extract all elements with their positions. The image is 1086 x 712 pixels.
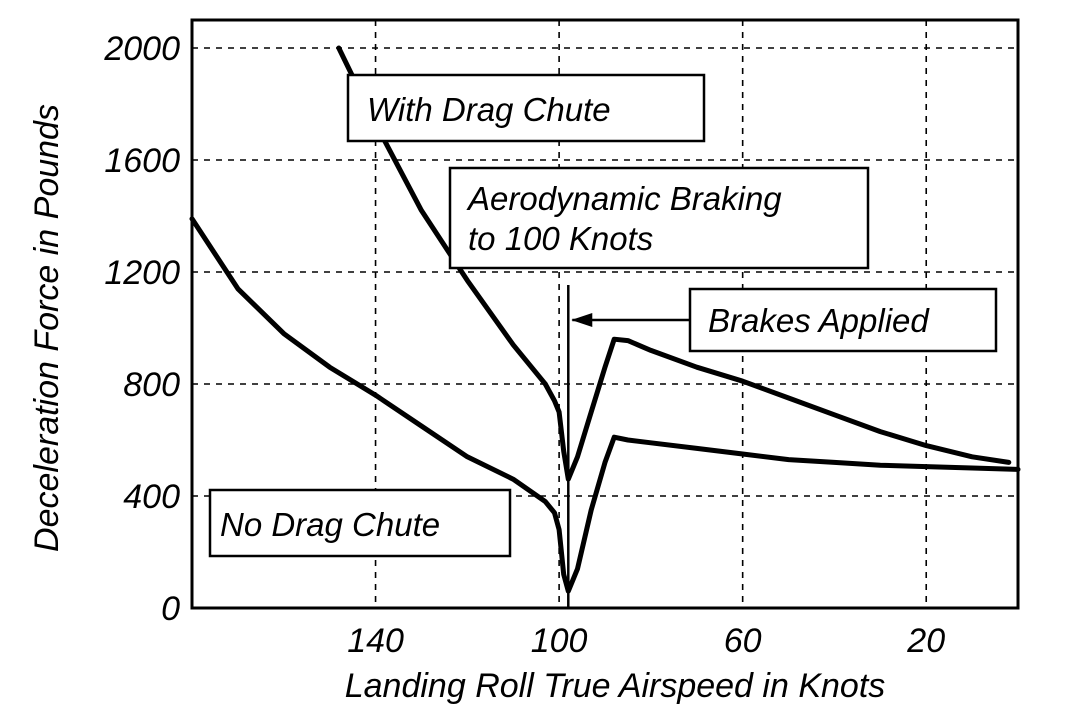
series-with-drag-chute <box>336 45 1012 482</box>
annotation-with-drag-chute: With Drag Chute <box>346 73 706 143</box>
annotation-box <box>448 166 870 270</box>
annotation-box <box>688 287 998 353</box>
y-tick-400: 400 <box>123 478 180 516</box>
x-tick-labels: 140 100 60 20 <box>347 622 945 660</box>
annotation-no-drag-chute: No Drag Chute <box>208 488 512 558</box>
y-tick-2000: 2000 <box>103 30 180 68</box>
y-tick-1200: 1200 <box>104 254 180 292</box>
series-no-drag-chute <box>189 216 1021 594</box>
annotation-text-line: to 100 Knots <box>468 220 653 257</box>
y-tick-800: 800 <box>123 366 180 404</box>
annotation-box <box>208 488 512 558</box>
y-tick-1600: 1600 <box>104 142 180 180</box>
x-tick-60: 60 <box>724 622 762 660</box>
y-tick-0: 0 <box>161 590 180 628</box>
annotation-brakes-applied: Brakes Applied <box>688 287 998 353</box>
brakes-arrow-head <box>571 313 593 327</box>
x-tick-20: 20 <box>906 622 945 660</box>
brakes-marker <box>567 285 690 608</box>
annotation-text-line: No Drag Chute <box>220 506 440 543</box>
x-tick-140: 140 <box>347 622 404 660</box>
series-layer <box>189 45 1021 594</box>
annotation-box <box>346 73 706 143</box>
annotation-text-line: Aerodynamic Braking <box>466 180 782 217</box>
annotation-text-line: With Drag Chute <box>367 91 611 128</box>
x-tick-100: 100 <box>531 622 588 660</box>
y-axis-label: Deceleration Force in Pounds <box>28 104 66 552</box>
x-axis-label: Landing Roll True Airspeed in Knots <box>345 667 886 705</box>
plot-frame <box>190 18 1020 610</box>
annotation-text-line: Brakes Applied <box>708 302 930 339</box>
y-tick-labels: 0 400 800 1200 1600 2000 <box>103 30 180 628</box>
